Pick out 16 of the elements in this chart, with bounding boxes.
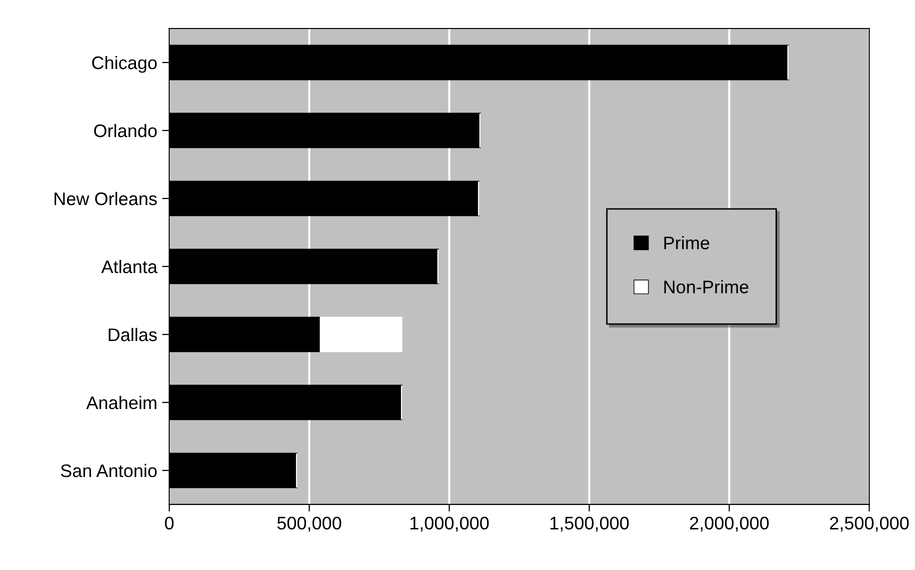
y-tick-label: Orlando — [94, 124, 157, 138]
y-tick-label: San Antonio — [60, 464, 157, 478]
legend-label: Non-Prime — [664, 280, 748, 294]
bar — [320, 316, 402, 352]
y-tick-label: Atlanta — [101, 260, 158, 274]
x-tick-label: 2,500,000 — [830, 516, 909, 532]
y-tick-label: Anaheim — [86, 396, 156, 410]
x-tick-label: 2,000,000 — [690, 516, 769, 532]
x-tick-label: 500,000 — [277, 516, 342, 532]
y-tick-label: Dallas — [108, 328, 157, 342]
legend-label: Prime — [664, 236, 710, 250]
y-tick-label: Chicago — [92, 56, 157, 73]
y-tick-label: New Orleans — [54, 192, 157, 206]
x-tick-label: 0 — [164, 516, 174, 530]
x-tick-label: 1,500,000 — [550, 516, 629, 532]
x-tick-label: 1,000,000 — [410, 516, 489, 532]
